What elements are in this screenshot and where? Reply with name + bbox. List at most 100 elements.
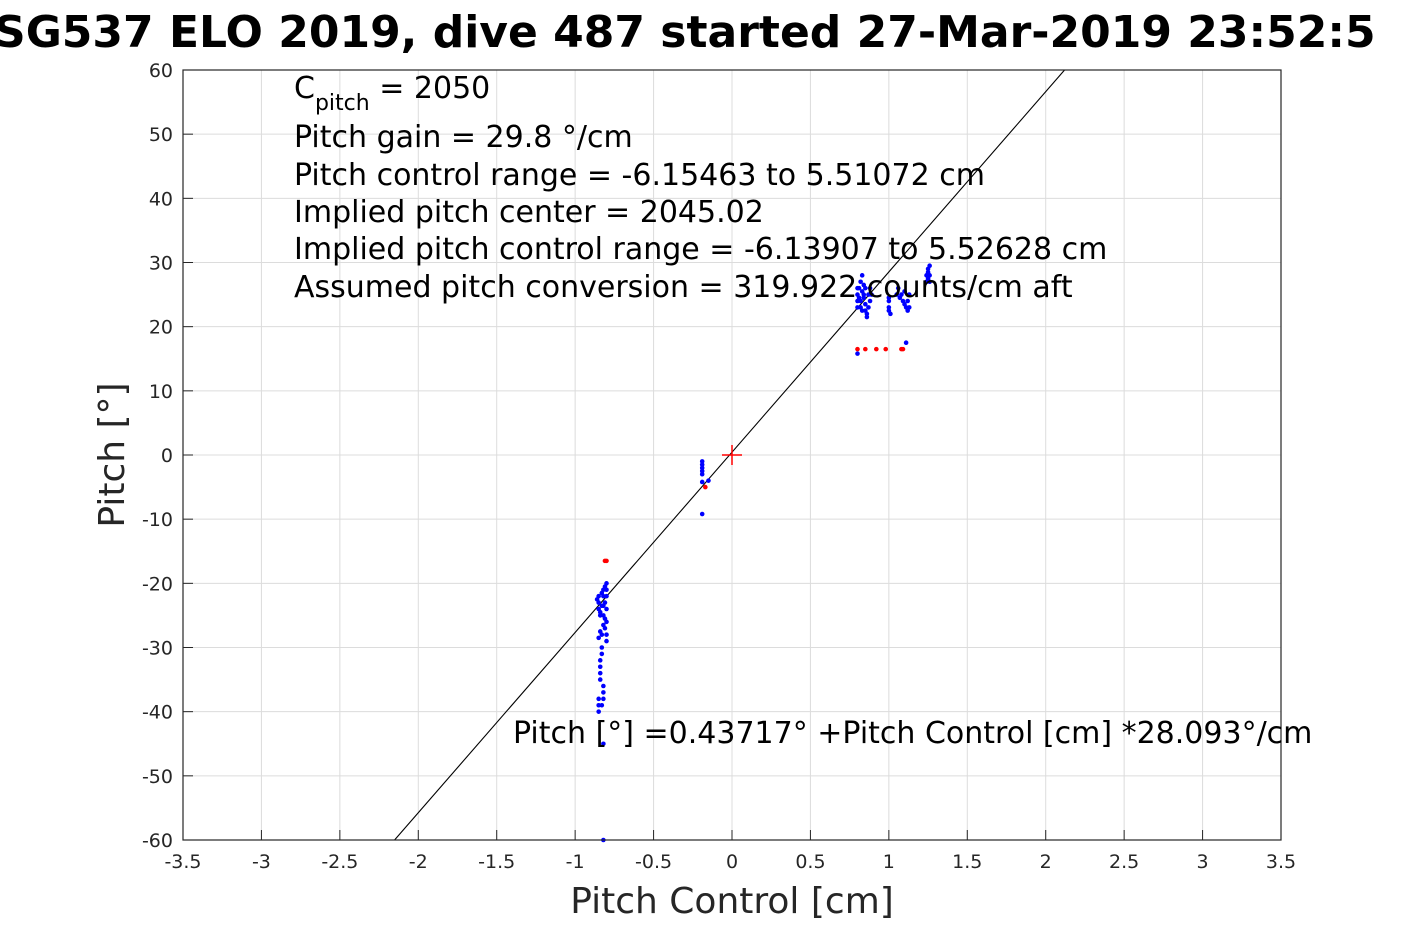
data-point (894, 292, 899, 297)
y-tick-label: -30 (142, 638, 173, 660)
data-point (597, 609, 603, 615)
data-point (601, 690, 606, 695)
data-point (900, 346, 906, 352)
data-point (699, 459, 705, 464)
data-point (899, 292, 904, 297)
data-point (874, 346, 879, 352)
center-marker (722, 445, 742, 465)
y-tick-label: 10 (149, 381, 173, 403)
x-tick-label: 1 (883, 851, 895, 873)
y-tick-label: -20 (142, 573, 173, 595)
data-point (601, 696, 606, 702)
data-point (601, 741, 606, 747)
data-point (699, 511, 705, 517)
data-point (927, 263, 932, 269)
data-point (927, 273, 932, 278)
data-point (905, 298, 910, 304)
data-point (859, 273, 865, 278)
y-tick-label: 0 (161, 445, 173, 467)
x-tick-label: 1.5 (952, 851, 982, 873)
fit-equation: Pitch [°] =0.43717° +Pitch Control [cm] … (513, 716, 1312, 751)
data-point (864, 311, 870, 317)
data-point (594, 597, 600, 602)
y-tick-label: 60 (149, 60, 173, 82)
data-points (594, 263, 932, 843)
y-tick-label: 50 (149, 124, 173, 146)
data-point (604, 593, 609, 599)
data-point (597, 664, 603, 670)
x-tick-label: -2 (409, 851, 428, 873)
data-point (863, 346, 868, 352)
plot-frame (182, 69, 1282, 841)
data-point (601, 683, 606, 689)
data-point (863, 301, 868, 307)
data-point (864, 314, 870, 320)
data-point (858, 279, 863, 285)
data-point (596, 709, 601, 714)
data-point (863, 285, 868, 291)
data-point (602, 558, 608, 564)
c-pitch-value: = 2050 (370, 71, 491, 106)
data-point (855, 346, 860, 352)
y-tick-label: -60 (142, 830, 173, 852)
y-tick-label: -40 (142, 702, 173, 724)
data-point (902, 289, 907, 294)
c-pitch-annotation: Cpitch = 2050 (294, 71, 490, 116)
data-point (604, 581, 609, 586)
data-point (886, 295, 892, 301)
data-point (867, 285, 873, 291)
data-point (597, 629, 603, 634)
x-tick-label: -2.5 (321, 851, 358, 873)
chart-title: SG537 ELO 2019, dive 487 started 27-Mar-… (0, 7, 1376, 58)
data-point (859, 308, 865, 313)
c-pitch-subscript: pitch (315, 91, 370, 116)
data-point (866, 305, 871, 310)
data-point (699, 471, 705, 477)
data-point (855, 285, 860, 291)
x-tick-label: -1.5 (478, 851, 515, 873)
data-point (596, 696, 601, 702)
data-point (906, 305, 912, 310)
y-axis-label: Pitch [°] (92, 382, 133, 527)
x-tick-label: 3 (1197, 851, 1209, 873)
y-tick-label: -10 (142, 509, 173, 531)
data-point (699, 465, 705, 471)
pitch-control-range-annotation: Pitch control range = -6.15463 to 5.5107… (294, 158, 985, 193)
data-point (883, 346, 889, 352)
data-point (597, 670, 603, 676)
y-tick-label: 40 (149, 188, 173, 210)
x-tick-label: -3 (252, 851, 271, 873)
y-tick-label: 30 (149, 253, 173, 275)
data-point (703, 484, 708, 490)
data-point (604, 638, 609, 644)
data-point (601, 603, 606, 609)
data-point (699, 462, 705, 467)
data-point (601, 622, 606, 628)
x-tick-label: -3.5 (164, 851, 201, 873)
data-point (906, 292, 912, 297)
data-point (903, 340, 909, 346)
data-point (602, 616, 608, 621)
implied-pitch-center-annotation: Implied pitch center = 2045.02 (294, 195, 764, 230)
data-point (597, 677, 603, 682)
data-point (596, 635, 601, 641)
x-tick-labels: -3.5 -3 -2.5 -2 -1.5 -1 -0.5 0 0.5 1 1.5 2 2.5 3 3.5 (164, 851, 1296, 873)
data-point (604, 632, 609, 637)
data-point (886, 298, 892, 304)
x-tick-label: 3.5 (1266, 851, 1296, 873)
data-point (895, 285, 901, 291)
data-point (699, 479, 705, 485)
data-point (597, 658, 603, 663)
data-point (596, 702, 601, 708)
data-point (855, 351, 860, 356)
x-tick-label: 0 (726, 851, 738, 873)
data-point (888, 311, 893, 317)
y-tick-labels: -60 -50 -40 -30 -20 -10 0 10 20 30 40 50 60 (142, 60, 173, 852)
x-tick-label: 2 (1040, 851, 1052, 873)
y-tick-label: 20 (149, 317, 173, 339)
x-tick-label: -1 (566, 851, 585, 873)
data-point (886, 305, 892, 310)
data-point (927, 279, 932, 285)
x-axis-label: Pitch Control [cm] (570, 881, 894, 922)
